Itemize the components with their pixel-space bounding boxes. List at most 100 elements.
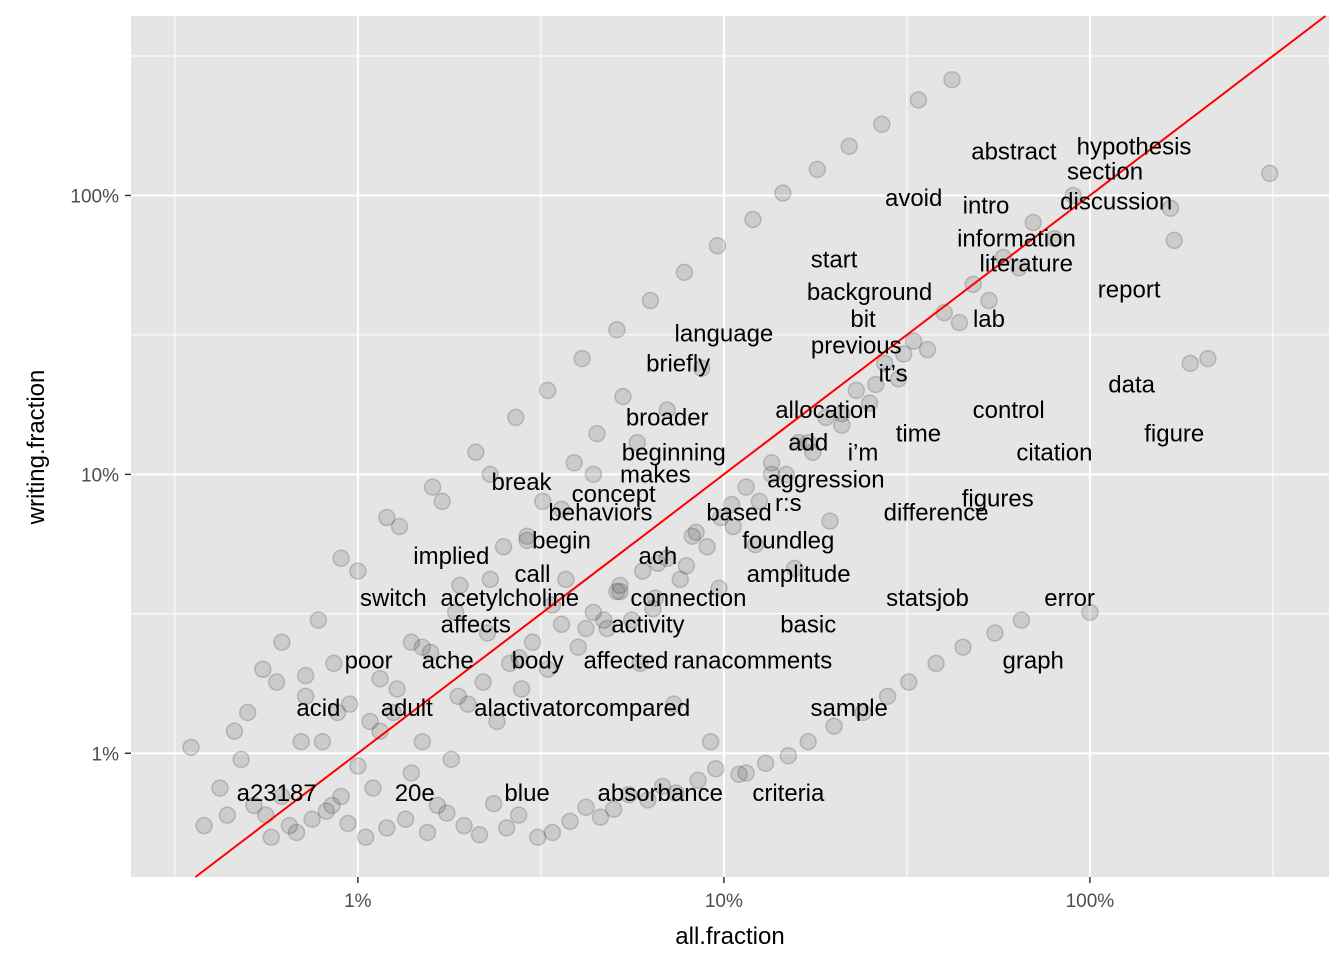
word-label: ach	[638, 543, 677, 570]
word-label: graph	[1003, 648, 1064, 675]
word-label: break	[492, 469, 553, 496]
data-point	[287, 823, 306, 842]
data-point	[459, 695, 477, 713]
data-points	[182, 70, 1279, 846]
data-point	[254, 660, 272, 679]
data-point	[774, 184, 792, 202]
word-label: affects	[441, 611, 511, 638]
data-point	[378, 508, 396, 527]
data-point	[639, 791, 657, 809]
data-point	[467, 443, 485, 462]
data-point	[552, 500, 571, 518]
data-point	[238, 703, 257, 722]
data-point	[481, 570, 500, 589]
word-label: body	[512, 648, 564, 675]
word-label: citation	[1016, 439, 1092, 466]
data-point	[402, 764, 421, 782]
data-point	[523, 633, 542, 652]
data-point	[267, 673, 286, 691]
data-point	[421, 643, 440, 662]
data-point	[396, 810, 415, 828]
data-point	[789, 433, 808, 452]
word-label: basic	[780, 611, 836, 638]
word-label: blue	[504, 780, 549, 807]
word-label: switch	[360, 585, 427, 612]
data-point	[614, 387, 632, 406]
word-label: background	[807, 279, 932, 306]
data-point	[833, 416, 851, 434]
data-point	[543, 823, 562, 842]
word-label: data	[1108, 371, 1155, 398]
data-point	[303, 810, 321, 828]
word-label: foundleg	[742, 527, 834, 554]
data-point	[349, 757, 367, 775]
data-point	[584, 603, 603, 622]
data-point	[620, 785, 638, 804]
data-point	[804, 443, 822, 462]
data-point	[292, 732, 310, 751]
data-point	[1045, 229, 1064, 248]
data-point	[500, 654, 519, 673]
word-label: previous	[811, 332, 902, 359]
word-label: error	[1044, 585, 1095, 612]
data-point	[611, 576, 629, 595]
data-point	[364, 779, 382, 797]
data-point	[195, 816, 213, 835]
word-label: figures	[962, 485, 1034, 512]
y-tick-label: 1%	[92, 744, 120, 765]
word-label: ache	[422, 648, 474, 675]
data-point	[280, 816, 299, 835]
x-tick-label: 10%	[705, 891, 743, 912]
data-point	[512, 680, 531, 698]
word-label: time	[896, 421, 941, 448]
data-point	[577, 798, 595, 817]
data-point	[557, 570, 575, 589]
data-point	[980, 291, 998, 310]
data-point	[332, 549, 350, 568]
data-point	[418, 823, 437, 842]
data-point	[211, 779, 229, 797]
word-label: broader	[626, 404, 709, 431]
data-point	[744, 210, 762, 229]
data-point	[538, 660, 557, 679]
data-point	[528, 828, 547, 846]
data-point	[428, 796, 447, 815]
x-axis-title: all.fraction	[675, 923, 784, 950]
data-point	[847, 381, 866, 400]
data-point	[494, 538, 513, 556]
data-point	[1181, 354, 1200, 373]
data-point	[1199, 349, 1217, 368]
word-label: lab	[973, 306, 1005, 333]
data-point	[413, 638, 432, 656]
minor-gridlines	[131, 16, 1329, 877]
data-point	[762, 465, 781, 484]
data-point	[779, 746, 798, 765]
data-point	[611, 582, 629, 601]
data-point	[349, 562, 367, 580]
data-point	[708, 237, 727, 255]
data-point	[591, 808, 610, 826]
data-point	[821, 512, 839, 530]
data-point	[665, 695, 683, 713]
data-point	[671, 570, 690, 589]
word-label: intro	[963, 193, 1010, 220]
data-point	[518, 531, 536, 550]
data-point	[889, 370, 908, 388]
data-point	[750, 492, 769, 511]
data-point	[1010, 259, 1028, 277]
data-point	[225, 722, 244, 740]
data-point	[509, 806, 528, 824]
data-point	[273, 633, 291, 652]
data-point	[449, 687, 467, 706]
data-point	[598, 619, 616, 638]
word-label: beginning	[622, 439, 726, 466]
data-point	[711, 508, 730, 527]
word-label: implied	[413, 543, 489, 570]
data-point	[478, 624, 497, 642]
word-label: sample	[811, 695, 888, 722]
data-point	[737, 478, 755, 496]
data-point	[817, 408, 835, 427]
data-point	[608, 320, 626, 339]
word-label: figure	[1144, 421, 1204, 448]
data-point	[433, 492, 451, 511]
